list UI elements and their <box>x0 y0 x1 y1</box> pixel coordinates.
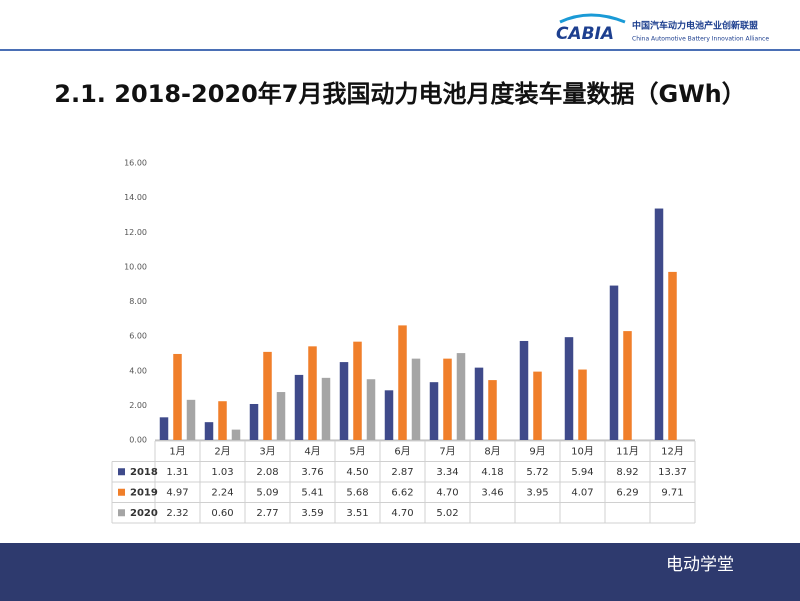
bar <box>533 371 542 440</box>
y-tick-label: 0.00 <box>129 436 147 445</box>
y-tick-label: 6.00 <box>129 332 147 341</box>
legend-swatch <box>118 509 125 517</box>
bar <box>173 353 182 440</box>
x-tick-label: 11月 <box>616 445 639 457</box>
bar <box>654 208 664 440</box>
bar <box>488 380 497 440</box>
legend-label: 2019 <box>130 487 158 498</box>
table-value: 6.29 <box>616 487 638 498</box>
table-value: 5.41 <box>301 487 323 498</box>
y-tick-label: 10.00 <box>124 262 147 271</box>
bar <box>623 331 632 440</box>
x-tick-label: 5月 <box>349 445 365 457</box>
table-value: 3.34 <box>436 467 458 478</box>
bar <box>276 392 286 440</box>
table-value: 6.62 <box>391 487 413 498</box>
table-value: 3.46 <box>481 487 503 498</box>
bar <box>263 351 272 440</box>
table-value: 3.76 <box>301 467 323 478</box>
x-tick-label: 6月 <box>394 445 410 457</box>
bar <box>308 346 317 440</box>
watermark: 电动学堂 <box>666 555 734 575</box>
bar <box>429 382 439 440</box>
table-value: 2.24 <box>211 487 233 498</box>
bar <box>353 341 362 440</box>
table-value: 9.71 <box>661 487 683 498</box>
org-cn: 中国汽车动力电池产业创新联盟 <box>632 20 758 32</box>
table-value: 8.92 <box>616 467 638 478</box>
legend-label: 2020 <box>130 508 158 519</box>
table-value: 3.95 <box>526 487 548 498</box>
bar <box>231 429 241 440</box>
table-value: 5.68 <box>346 487 368 498</box>
bar <box>456 353 466 440</box>
table-value: 5.02 <box>436 508 458 519</box>
org-en: China Automotive Battery Innovation Alli… <box>632 36 769 43</box>
bar <box>159 417 169 440</box>
bar <box>474 367 484 440</box>
x-tick-label: 1月 <box>169 445 185 457</box>
y-tick-label: 4.00 <box>129 366 147 375</box>
table-value: 13.37 <box>658 467 687 478</box>
bar <box>519 340 529 440</box>
bar <box>204 422 214 440</box>
x-tick-label: 3月 <box>259 445 275 457</box>
table-value: 0.60 <box>211 508 233 519</box>
x-tick-label: 10月 <box>571 445 594 457</box>
table-value: 2.08 <box>256 467 278 478</box>
chart-title: 2.1. 2018-2020年7月我国动力电池月度装车量数据（GWh） <box>54 80 746 108</box>
y-tick-label: 8.00 <box>129 297 147 306</box>
logo-arc <box>559 13 626 24</box>
x-tick-label: 7月 <box>439 445 455 457</box>
bar <box>398 325 407 440</box>
table-value: 3.51 <box>346 508 368 519</box>
table-value: 4.50 <box>346 467 368 478</box>
bar <box>384 390 394 440</box>
table-value: 2.32 <box>166 508 188 519</box>
table-value: 4.07 <box>571 487 593 498</box>
y-tick-label: 16.00 <box>124 159 147 168</box>
bar <box>294 374 304 440</box>
bar <box>366 379 376 440</box>
x-tick-label: 8月 <box>484 445 500 457</box>
table-value: 5.72 <box>526 467 548 478</box>
logo: CABIA <box>556 24 614 44</box>
table-value: 4.97 <box>166 487 188 498</box>
bar <box>443 358 452 440</box>
bar <box>321 377 331 440</box>
x-tick-label: 2月 <box>214 445 230 457</box>
bar <box>339 362 349 440</box>
table-value: 4.70 <box>391 508 413 519</box>
table-value: 1.31 <box>166 467 188 478</box>
bar <box>668 271 677 440</box>
bar <box>411 358 421 440</box>
y-tick-label: 2.00 <box>129 401 147 410</box>
legend-swatch <box>118 488 125 496</box>
x-tick-label: 9月 <box>529 445 545 457</box>
bar <box>218 401 227 440</box>
table-value: 4.18 <box>481 467 503 478</box>
y-tick-label: 14.00 <box>124 193 147 202</box>
table-value: 5.09 <box>256 487 278 498</box>
bar <box>578 369 587 440</box>
table-value: 4.70 <box>436 487 458 498</box>
table-value: 2.77 <box>256 508 278 519</box>
x-tick-label: 4月 <box>304 445 320 457</box>
bar <box>186 399 196 440</box>
table-value: 5.94 <box>571 467 593 478</box>
legend-label: 2018 <box>130 467 158 478</box>
x-tick-label: 12月 <box>661 445 684 457</box>
table-value: 1.03 <box>211 467 233 478</box>
footer-band <box>0 543 800 601</box>
table-value: 2.87 <box>391 467 413 478</box>
bar <box>609 285 619 440</box>
y-tick-label: 12.00 <box>124 228 147 237</box>
legend-swatch <box>118 468 125 476</box>
bar <box>564 337 574 440</box>
bar <box>249 403 259 440</box>
table-value: 3.59 <box>301 508 323 519</box>
